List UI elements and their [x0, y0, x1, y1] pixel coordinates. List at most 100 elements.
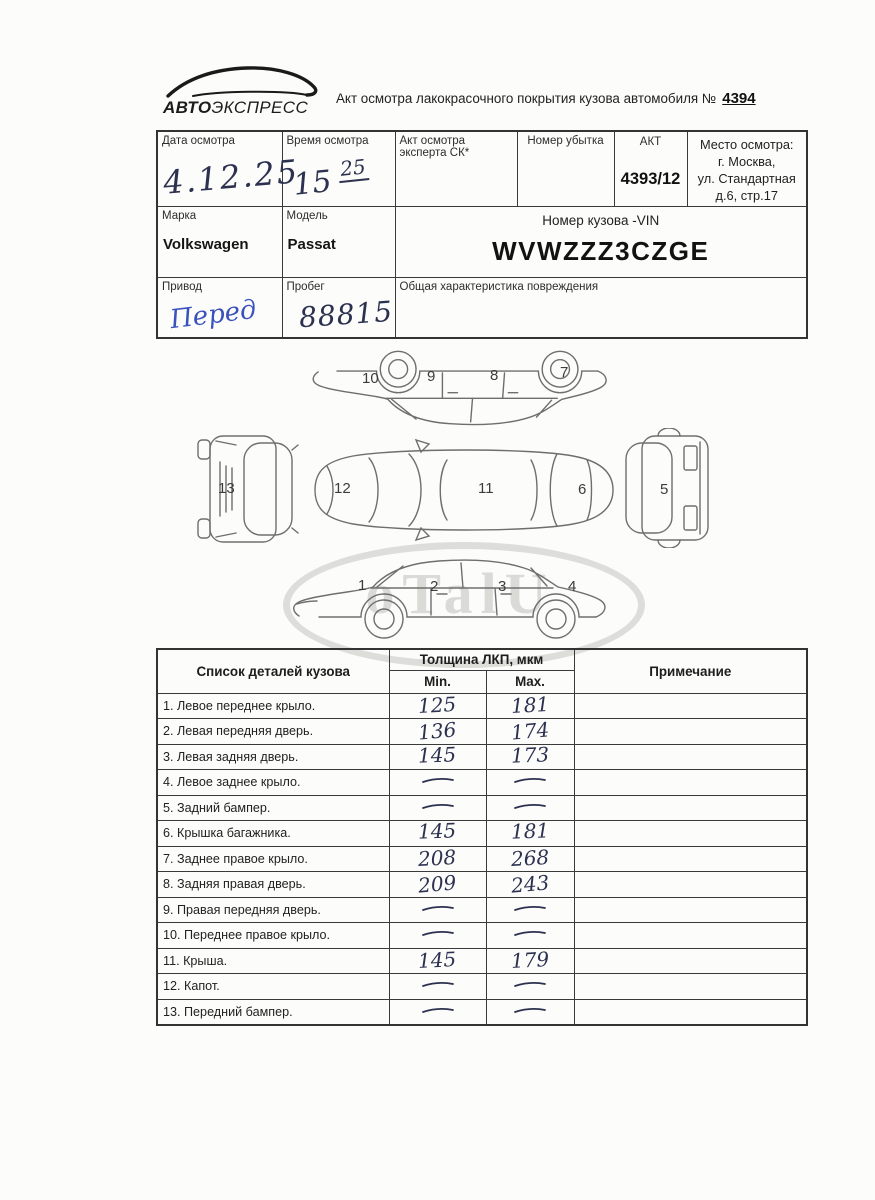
part-name: 4. Левое заднее крыло.	[156, 769, 390, 796]
company-logo: АВТОЭКСПРЕСС	[163, 64, 333, 118]
model-value: Passat	[287, 236, 336, 253]
expert-act-label: Акт осмотра эксперта СК*	[399, 135, 470, 159]
note-value	[573, 871, 808, 898]
handwritten-measurement: 243	[510, 870, 551, 898]
handwritten-dash	[514, 1007, 546, 1013]
part-number-5: 5	[660, 481, 669, 498]
handwritten-dash	[514, 931, 546, 937]
time-cell: Время осмотра 15 25	[281, 130, 396, 207]
note-value	[573, 922, 808, 949]
document-title-text: Акт осмотра лакокрасочного покрытия кузо…	[336, 91, 717, 106]
part-number-7: 7	[560, 364, 569, 381]
date-handwritten-value: 4.12.25	[161, 152, 301, 202]
part-name: 7. Заднее правое крыло.	[156, 845, 390, 872]
akt-cell: АКТ 4393/12	[613, 130, 688, 207]
vin-cell: Номер кузова -VIN WVWZZZ3CZGE	[394, 206, 808, 278]
handwritten-measurement: 136	[417, 717, 458, 745]
time-hours: 15	[291, 164, 333, 203]
akt-label: АКТ	[639, 136, 662, 148]
part-name: 8. Задняя правая дверь.	[156, 871, 390, 898]
note-value	[573, 973, 808, 1000]
part-number-2: 2	[430, 578, 439, 595]
note-value	[573, 845, 808, 872]
paint-thickness-table: Список деталей кузова Толщина ЛКП, мкм П…	[156, 648, 808, 1026]
part-name: 10. Переднее правое крыло.	[156, 922, 390, 949]
table-row: 6. Крышка багажника. 145 181	[156, 818, 808, 847]
max-value	[485, 794, 575, 821]
part-number-11: 11	[478, 480, 494, 497]
table-row: 2. Левая передняя дверь. 136 174	[156, 717, 808, 745]
logo-text-rest: ЭКСПРЕСС	[211, 98, 309, 117]
handwritten-dash	[514, 803, 546, 809]
handwritten-dash	[514, 905, 546, 911]
handwritten-dash	[514, 778, 546, 784]
min-value	[388, 973, 487, 1000]
max-value: 181	[485, 818, 575, 847]
min-value	[388, 794, 487, 821]
max-value	[485, 998, 575, 1026]
handwritten-measurement: 181	[510, 691, 550, 718]
min-value	[388, 922, 487, 949]
drive-cell: Привод Перед	[156, 277, 283, 339]
document-title: Акт осмотра лакокрасочного покрытия кузо…	[336, 90, 768, 107]
logo-text-bold: АВТО	[163, 98, 212, 117]
table-row: 10. Переднее правое крыло.	[156, 922, 808, 949]
place-of-inspection: Место осмотра: г. Москва, ул. Стандартна…	[688, 132, 807, 204]
handwritten-measurement: 145	[417, 946, 458, 973]
part-name: 11. Крыша.	[156, 947, 390, 974]
expert-act-cell: Акт осмотра эксперта СК*	[394, 130, 518, 207]
min-value: 136	[388, 717, 487, 745]
brand-value: Volkswagen	[163, 236, 249, 253]
rear-view-diagram	[620, 428, 724, 548]
table-row: 4. Левое заднее крыло.	[156, 769, 808, 796]
document-number: 4394	[722, 90, 756, 107]
max-value	[485, 922, 575, 949]
table-row: 7. Заднее правое крыло. 208 268	[156, 844, 808, 872]
time-handwritten-value: 15 25	[291, 154, 371, 203]
handwritten-measurement: 179	[510, 946, 550, 973]
note-value	[573, 820, 808, 847]
min-value	[388, 896, 487, 923]
model-label: Модель	[286, 210, 328, 222]
handwritten-dash	[421, 1007, 454, 1013]
column-header-max: Max.	[485, 669, 575, 694]
damage-label: Общая характеристика повреждения	[399, 281, 599, 293]
table-row: 8. Задняя правая дверь. 209 243	[156, 870, 808, 898]
note-value	[573, 794, 808, 821]
max-value	[485, 896, 575, 923]
part-name: 12. Капот.	[156, 973, 390, 1000]
part-name: 2. Левая передняя дверь.	[156, 718, 390, 745]
part-number-13: 13	[218, 480, 235, 497]
logo-text: АВТОЭКСПРЕСС	[163, 98, 333, 118]
handwritten-measurement: 125	[417, 691, 458, 718]
table-row: 5. Задний бампер.	[156, 794, 808, 821]
handwritten-dash	[421, 905, 454, 911]
part-number-10: 10	[362, 370, 379, 387]
handwritten-measurement: 268	[510, 844, 550, 871]
table-row: 11. Крыша. 145 179	[156, 946, 808, 974]
damage-cell: Общая характеристика повреждения	[394, 277, 808, 339]
inspection-info-table: Дата осмотра 4.12.25 Время осмотра 15 25 …	[156, 130, 808, 339]
max-value: 174	[485, 718, 575, 745]
min-value	[388, 769, 487, 796]
min-value: 145	[388, 819, 487, 847]
part-number-4: 4	[568, 578, 577, 595]
handwritten-measurement: 181	[510, 818, 550, 844]
part-name: 5. Задний бампер.	[156, 794, 390, 821]
column-header-note: Примечание	[573, 648, 808, 694]
part-number-9: 9	[427, 368, 436, 385]
place-cell: Место осмотра: г. Москва, ул. Стандартна…	[686, 130, 808, 207]
mileage-label: Пробег	[286, 281, 325, 293]
table-row: 3. Левая задняя дверь. 145 173	[156, 742, 808, 770]
drive-label: Привод	[162, 281, 202, 293]
place-building: д.6, стр.17	[715, 188, 778, 203]
min-value: 208	[388, 845, 487, 872]
min-value: 209	[388, 871, 487, 898]
part-name: 6. Крышка багажника.	[156, 820, 390, 847]
note-value	[573, 743, 808, 770]
part-name: 9. Правая передняя дверь.	[156, 896, 390, 923]
loss-number-label: Номер убытка	[527, 135, 604, 147]
drive-handwritten-value: Перед	[168, 294, 259, 336]
column-header-min: Min.	[388, 669, 487, 694]
handwritten-dash	[421, 982, 454, 988]
